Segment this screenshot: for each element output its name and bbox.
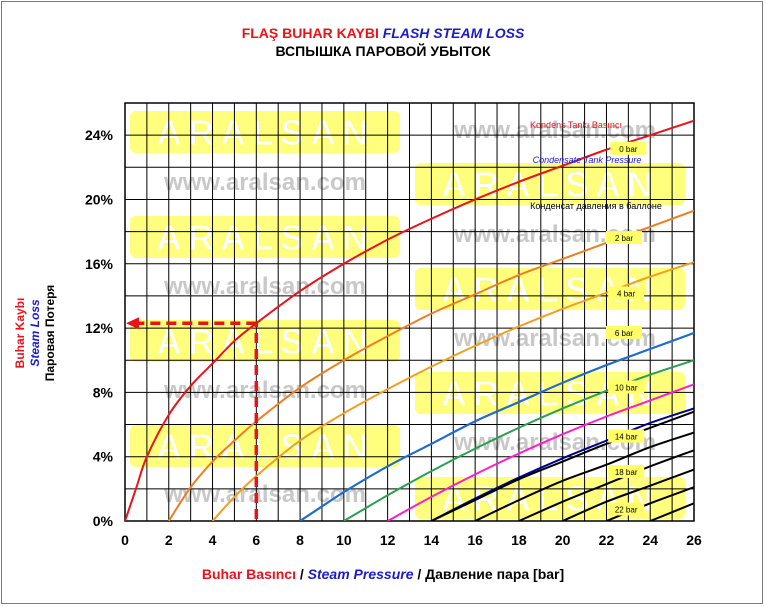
series-label-box (605, 325, 642, 339)
series-line-2 (211, 261, 694, 521)
plot-border (124, 102, 695, 522)
chart-title-line2: ВСПЫШКА ПАРОВОЙ УБЫТОК (275, 43, 491, 59)
series-label-box (605, 231, 642, 245)
watermark-logo: ARALSAN (130, 425, 400, 468)
watermark-layer: ARALSANARALSANARALSANARALSANARALSANARALS… (130, 111, 685, 520)
x-tick-label: 22 (599, 532, 615, 548)
watermark-logo: ARALSAN (130, 216, 400, 259)
y-label-en: Steam Loss (28, 299, 42, 367)
x-label-ru: Давление пара [bar] (425, 566, 565, 582)
title-en: FLASH STEAM LOSS (382, 25, 525, 41)
watermark-url: www.aralsan.com (163, 377, 366, 404)
watermark-url: www.aralsan.com (453, 117, 656, 144)
watermark-logo: ARALSAN (130, 320, 400, 363)
series-line-6 (387, 383, 694, 521)
example-arrowhead (126, 317, 139, 330)
watermark-logo: ARALSAN (130, 111, 400, 154)
legend: Kondens Tankı Basıncı Condensate Tank Pr… (530, 120, 662, 211)
watermark-logo-text: ARALSAN (156, 217, 374, 258)
series-label-text: 14 bar (615, 433, 638, 442)
series-label-box (608, 286, 645, 300)
series-labels: 0 bar 2 bar 4 bar 6 bar 10 bar 14 bar 18 bar 22… (605, 141, 647, 516)
series-line-12 (606, 486, 694, 521)
title-tr: FLAŞ BUHAR KAYBI (241, 25, 379, 41)
series-line-8 (430, 410, 694, 521)
x-tick-label: 16 (467, 532, 483, 548)
x-tick-label: 12 (380, 532, 396, 548)
watermark-logo-text: ARALSAN (156, 112, 374, 153)
series-label-text: 2 bar (615, 234, 634, 243)
legend-title-ru: Конденсат давления в баллоне (530, 201, 662, 211)
series-label-text: 10 bar (615, 384, 638, 393)
legend-title-tr: Kondens Tankı Basıncı (530, 120, 622, 130)
chart-title-line1: FLAŞ BUHAR KAYBI FLASH STEAM LOSS (0, 25, 766, 41)
y-axis-label: Buhar Kaybı Steam Loss Паровая Потеря (13, 285, 57, 382)
series-layer (125, 119, 694, 521)
series-label-box (608, 429, 645, 443)
watermark-logo-bg (415, 163, 685, 205)
series-line-11 (562, 468, 694, 521)
watermark-logo-bg (130, 320, 400, 362)
x-tick-label: 26 (686, 532, 702, 548)
series-label-box (608, 380, 645, 394)
x-tick-label: 18 (511, 532, 527, 548)
x-tick-label: 2 (165, 532, 173, 548)
y-tick-label: 4% (93, 449, 114, 465)
watermark-logo: ARALSAN (415, 372, 685, 415)
series-label-box (608, 502, 645, 516)
series-label-text: 18 bar (615, 468, 638, 477)
x-tick-label: 4 (209, 532, 217, 548)
grid (124, 102, 695, 522)
watermark-logo-bg (130, 111, 400, 153)
x-label-tr: Buhar Basıncı (201, 566, 296, 582)
x-tick-label: 20 (555, 532, 571, 548)
y-tick-label: 0% (93, 513, 114, 529)
watermark-url: www.aralsan.com (163, 169, 366, 196)
series-line-1 (167, 209, 694, 521)
y-tick-label: 12% (85, 320, 114, 336)
y-tick-label: 24% (85, 127, 114, 143)
series-line-13 (649, 502, 694, 521)
watermark-logo-bg (130, 216, 400, 258)
series-label-box (608, 464, 645, 478)
series-label-text: 22 bar (615, 505, 638, 514)
series-line-0 (125, 119, 694, 521)
series-label-text: 6 bar (615, 329, 634, 338)
series-line-9 (474, 431, 694, 521)
x-tick-label: 8 (296, 532, 304, 548)
y-tick-label: 20% (85, 191, 114, 207)
axis-ticks: 0 2 4 6 8 10 12 14 16 18 20 22 24 260%4%8%12%16%20%24… (85, 127, 702, 548)
y-label-ru: Паровая Потеря (43, 285, 57, 382)
series-line-4 (299, 331, 694, 521)
x-tick-label: 14 (424, 532, 440, 548)
y-tick-label: 8% (93, 384, 114, 400)
watermark-logo-text: ARALSAN (156, 321, 374, 362)
y-label-tr: Buhar Kaybı (13, 298, 27, 369)
x-label-sep1: / (295, 566, 308, 582)
series-line-7 (430, 407, 694, 521)
watermark-logo-text: ARALSAN (441, 373, 659, 414)
x-tick-label: 24 (642, 532, 658, 548)
example-guide (126, 317, 259, 519)
x-label-en: Steam Pressure (307, 566, 414, 582)
legend-title-en: Condensate Tank Pressure (533, 155, 642, 165)
x-tick-label: 0 (121, 532, 129, 548)
series-label-box (610, 141, 647, 155)
x-axis-label: Buhar Basıncı / Steam Pressure / Давлени… (0, 566, 766, 582)
watermark-logo-text: ARALSAN (156, 426, 374, 467)
series-line-10 (518, 449, 694, 521)
y-tick-label: 16% (85, 256, 114, 272)
series-label-text: 4 bar (617, 290, 636, 299)
x-label-sep2: / (413, 566, 426, 582)
x-tick-label: 6 (252, 532, 260, 548)
x-tick-label: 10 (336, 532, 352, 548)
series-label-text: 0 bar (619, 145, 638, 154)
watermark-url: www.aralsan.com (163, 481, 366, 508)
